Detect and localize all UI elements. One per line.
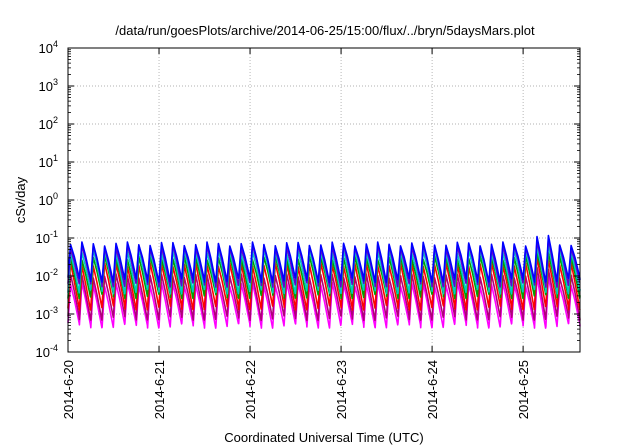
series-line — [67, 256, 581, 311]
series-line — [67, 243, 581, 295]
x-tick-label: 2014-6-23 — [334, 360, 349, 419]
x-tick-label: 2014-6-21 — [152, 360, 167, 419]
y-tick-label: 102 — [39, 115, 58, 132]
y-axis-label: cSv/day — [13, 176, 28, 223]
y-tick-label: 10-3 — [36, 305, 58, 322]
y-tick-label: 10-4 — [36, 343, 58, 360]
x-tick-label: 2014-6-25 — [516, 360, 531, 419]
x-tick-label: 2014-6-20 — [61, 360, 76, 419]
x-tick-label: 2014-6-24 — [425, 360, 440, 419]
y-tick-label: 10-2 — [36, 267, 58, 284]
series-line — [67, 266, 581, 322]
chart-title: /data/run/goesPlots/archive/2014-06-25/1… — [115, 23, 535, 38]
x-tick-label: 2014-6-22 — [243, 360, 258, 419]
series-line — [67, 275, 581, 329]
y-tick-label: 103 — [39, 77, 58, 94]
plot-series — [67, 234, 581, 329]
x-axis: 2014-6-20 2014-6-21 2014-6-22 2014-6-23 2014… — [61, 48, 531, 419]
y-tick-label: 100 — [39, 191, 58, 208]
y-tick-label: 10-1 — [36, 229, 58, 246]
y-tick-label: 104 — [39, 39, 58, 56]
x-axis-label: Coordinated Universal Time (UTC) — [224, 430, 423, 445]
y-tick-label: 101 — [39, 153, 58, 170]
series-line — [67, 234, 581, 284]
